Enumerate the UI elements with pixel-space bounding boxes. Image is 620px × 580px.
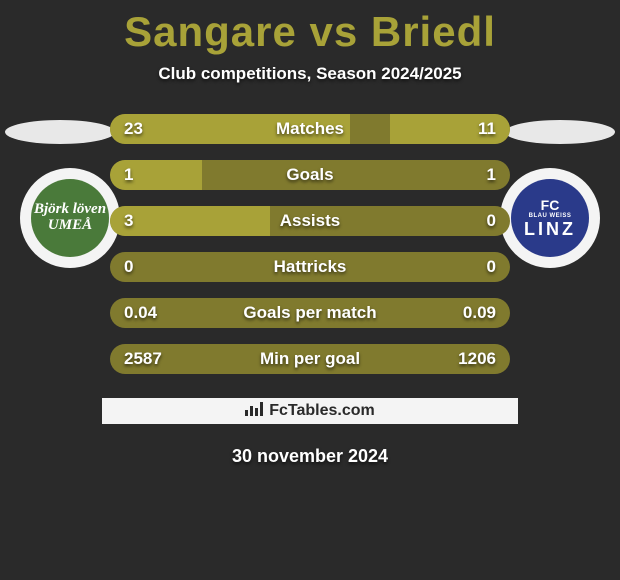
club-badge-right: FC BLAU WEISS LINZ	[500, 168, 600, 268]
stat-bar: 0Hattricks0	[110, 252, 510, 282]
badge-right-city: LINZ	[524, 219, 576, 240]
stat-bar: 3Assists0	[110, 206, 510, 236]
club-badge-left-inner: Björk löven UMEÅ	[31, 179, 109, 257]
stat-label: Matches	[110, 119, 510, 139]
stat-label: Goals	[110, 165, 510, 185]
stat-label: Assists	[110, 211, 510, 231]
ellipse-right	[505, 120, 615, 144]
subtitle: Club competitions, Season 2024/2025	[0, 64, 620, 84]
bars-stage: 23Matches111Goals13Assists00Hattricks00.…	[106, 114, 514, 424]
club-badge-right-inner: FC BLAU WEISS LINZ	[511, 179, 589, 257]
stat-value-right: 1206	[458, 349, 496, 369]
chart-icon	[245, 402, 263, 421]
stat-bar: 23Matches11	[110, 114, 510, 144]
stat-bars: 23Matches111Goals13Assists00Hattricks00.…	[110, 114, 510, 374]
stat-value-right: 0	[487, 211, 496, 231]
club-badge-left: Björk löven UMEÅ	[20, 168, 120, 268]
ellipse-left	[5, 120, 115, 144]
page-title: Sangare vs Briedl	[0, 0, 620, 56]
badge-right-fc: FC	[541, 197, 560, 213]
stat-label: Min per goal	[110, 349, 510, 369]
comparison-block: Björk löven UMEÅ FC BLAU WEISS LINZ 23Ma…	[0, 114, 620, 424]
stat-label: Hattricks	[110, 257, 510, 277]
footer-text: FcTables.com	[269, 402, 375, 420]
stat-value-right: 11	[478, 119, 496, 139]
date-label: 30 november 2024	[0, 446, 620, 467]
stat-value-right: 0	[487, 257, 496, 277]
footer-attribution: FcTables.com	[102, 398, 518, 424]
stat-value-right: 1	[487, 165, 496, 185]
stat-bar: 1Goals1	[110, 160, 510, 190]
stat-value-right: 0.09	[463, 303, 496, 323]
stat-label: Goals per match	[110, 303, 510, 323]
stat-bar: 2587Min per goal1206	[110, 344, 510, 374]
stat-bar: 0.04Goals per match0.09	[110, 298, 510, 328]
